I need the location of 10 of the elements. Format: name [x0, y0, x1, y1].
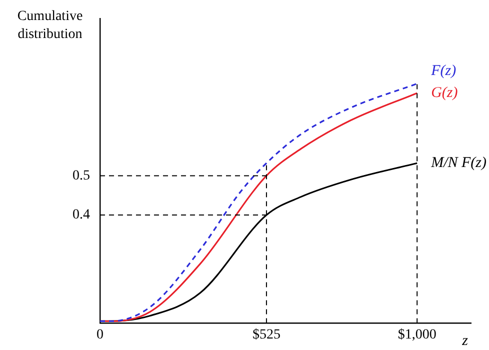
- x-axis-title: z: [461, 333, 468, 350]
- y-tick-label: 0.5: [72, 168, 90, 184]
- x-tick-label: $525: [252, 327, 280, 342]
- series-label: M/N F(z): [430, 155, 487, 172]
- y-axis-title: Cumulative distribution: [17, 9, 83, 42]
- x-tick-label: $1,000: [398, 327, 436, 342]
- y-tick-label: 0.4: [72, 208, 90, 223]
- series-label: G(z): [431, 85, 458, 102]
- x-tick-label: 0: [96, 327, 104, 342]
- series-label: F(z): [430, 63, 456, 80]
